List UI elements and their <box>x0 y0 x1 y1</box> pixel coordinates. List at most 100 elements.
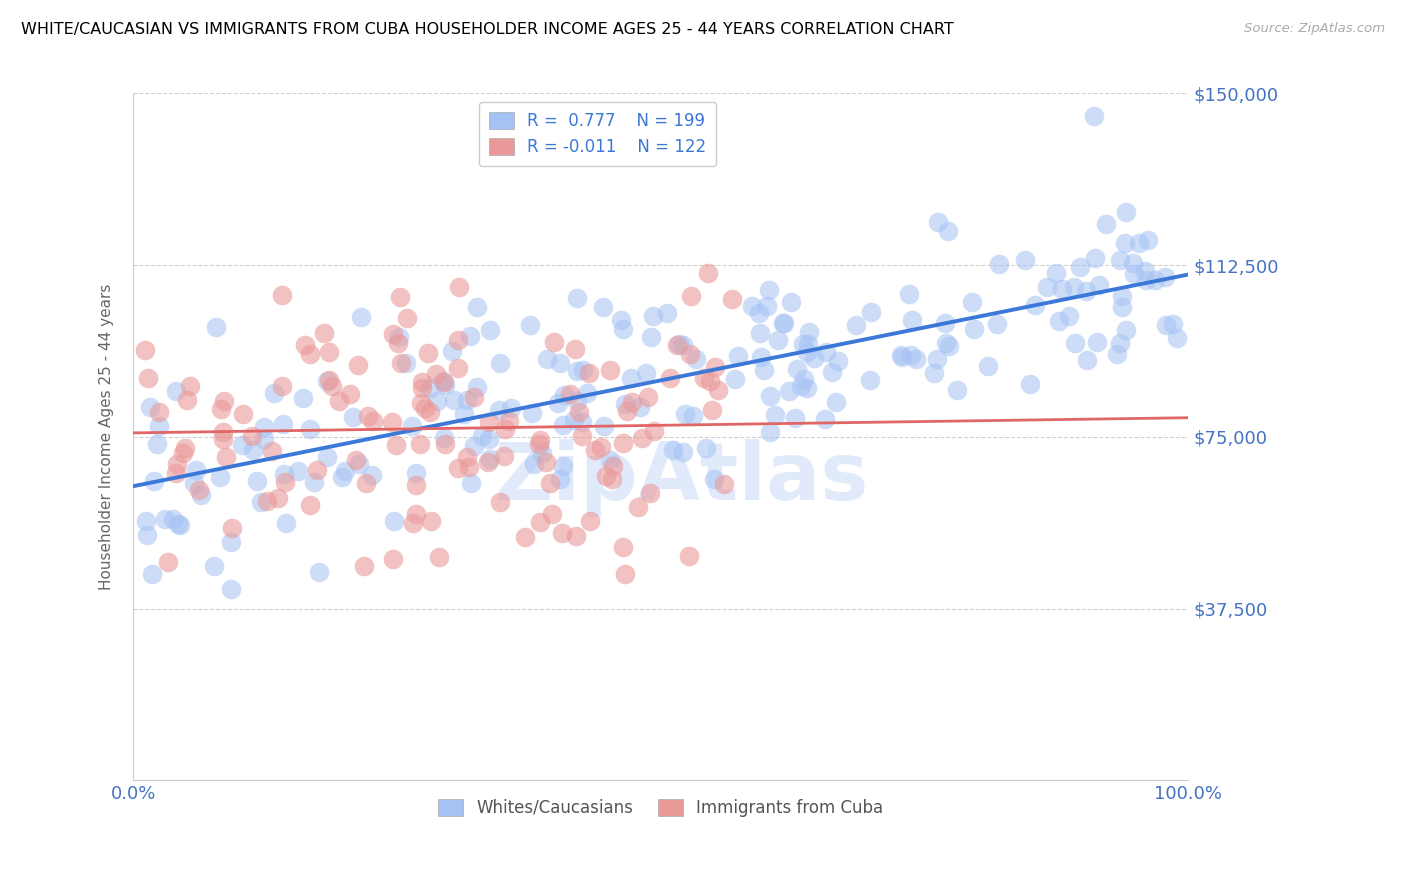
Point <box>553 459 575 474</box>
Point <box>522 406 544 420</box>
Point <box>620 371 643 385</box>
Point <box>672 338 695 352</box>
Point <box>339 387 361 401</box>
Point <box>396 311 419 326</box>
Point <box>274 475 297 489</box>
Point <box>727 349 749 363</box>
Point <box>592 300 614 314</box>
Point <box>564 343 586 357</box>
Point <box>936 224 959 238</box>
Point <box>330 470 353 484</box>
Point <box>409 436 432 450</box>
Point <box>494 422 516 436</box>
Point <box>643 309 665 323</box>
Point <box>405 507 427 521</box>
Point <box>772 316 794 330</box>
Point <box>433 375 456 389</box>
Point <box>814 345 837 359</box>
Point <box>287 464 309 478</box>
Point <box>157 555 180 569</box>
Point <box>527 436 550 450</box>
Point <box>447 461 470 475</box>
Point <box>1109 253 1132 268</box>
Point <box>447 360 470 375</box>
Point <box>458 459 481 474</box>
Point <box>1076 353 1098 368</box>
Point <box>273 417 295 432</box>
Point <box>551 526 574 541</box>
Point <box>637 390 659 404</box>
Point <box>411 375 433 389</box>
Point <box>612 322 634 336</box>
Point <box>1019 376 1042 391</box>
Point <box>316 450 339 465</box>
Point <box>494 449 516 463</box>
Point <box>489 495 512 509</box>
Point <box>793 372 815 386</box>
Point <box>271 287 294 301</box>
Point <box>927 215 949 229</box>
Point <box>628 400 651 414</box>
Point <box>342 409 364 424</box>
Point <box>797 336 820 351</box>
Point <box>536 351 558 366</box>
Point <box>661 442 683 457</box>
Point <box>1135 272 1157 286</box>
Point <box>523 457 546 471</box>
Point <box>803 351 825 366</box>
Point <box>897 286 920 301</box>
Point <box>562 413 585 427</box>
Point <box>820 365 842 379</box>
Point <box>172 446 194 460</box>
Point <box>935 335 957 350</box>
Point <box>298 346 321 360</box>
Point <box>458 329 481 343</box>
Point <box>405 466 427 480</box>
Legend: Whites/Caucasians, Immigrants from Cuba: Whites/Caucasians, Immigrants from Cuba <box>432 792 890 823</box>
Point <box>388 330 411 344</box>
Point <box>565 292 588 306</box>
Point <box>356 409 378 424</box>
Point <box>640 330 662 344</box>
Point <box>188 483 211 497</box>
Point <box>219 582 242 596</box>
Point <box>148 405 170 419</box>
Point <box>141 566 163 581</box>
Point <box>1074 284 1097 298</box>
Point <box>463 390 485 404</box>
Point <box>571 429 593 443</box>
Point <box>1045 266 1067 280</box>
Point <box>1107 347 1129 361</box>
Point <box>489 356 512 370</box>
Point <box>389 356 412 370</box>
Point <box>922 366 945 380</box>
Point <box>1111 289 1133 303</box>
Point <box>616 403 638 417</box>
Point <box>814 412 837 426</box>
Y-axis label: Householder Income Ages 25 - 44 years: Householder Income Ages 25 - 44 years <box>100 284 114 590</box>
Point <box>308 565 330 579</box>
Point <box>1109 336 1132 351</box>
Point <box>465 300 488 314</box>
Point <box>790 378 813 392</box>
Point <box>166 457 188 471</box>
Point <box>1154 318 1177 332</box>
Point <box>825 395 848 409</box>
Point <box>382 551 405 566</box>
Point <box>433 431 456 445</box>
Point <box>169 517 191 532</box>
Point <box>361 414 384 428</box>
Point <box>260 443 283 458</box>
Point <box>515 531 537 545</box>
Point <box>162 511 184 525</box>
Point <box>783 410 806 425</box>
Point <box>583 443 606 458</box>
Point <box>1133 264 1156 278</box>
Point <box>578 514 600 528</box>
Point <box>534 455 557 469</box>
Point <box>176 392 198 407</box>
Point <box>1069 260 1091 275</box>
Point <box>740 299 762 313</box>
Point <box>946 383 969 397</box>
Point <box>773 316 796 330</box>
